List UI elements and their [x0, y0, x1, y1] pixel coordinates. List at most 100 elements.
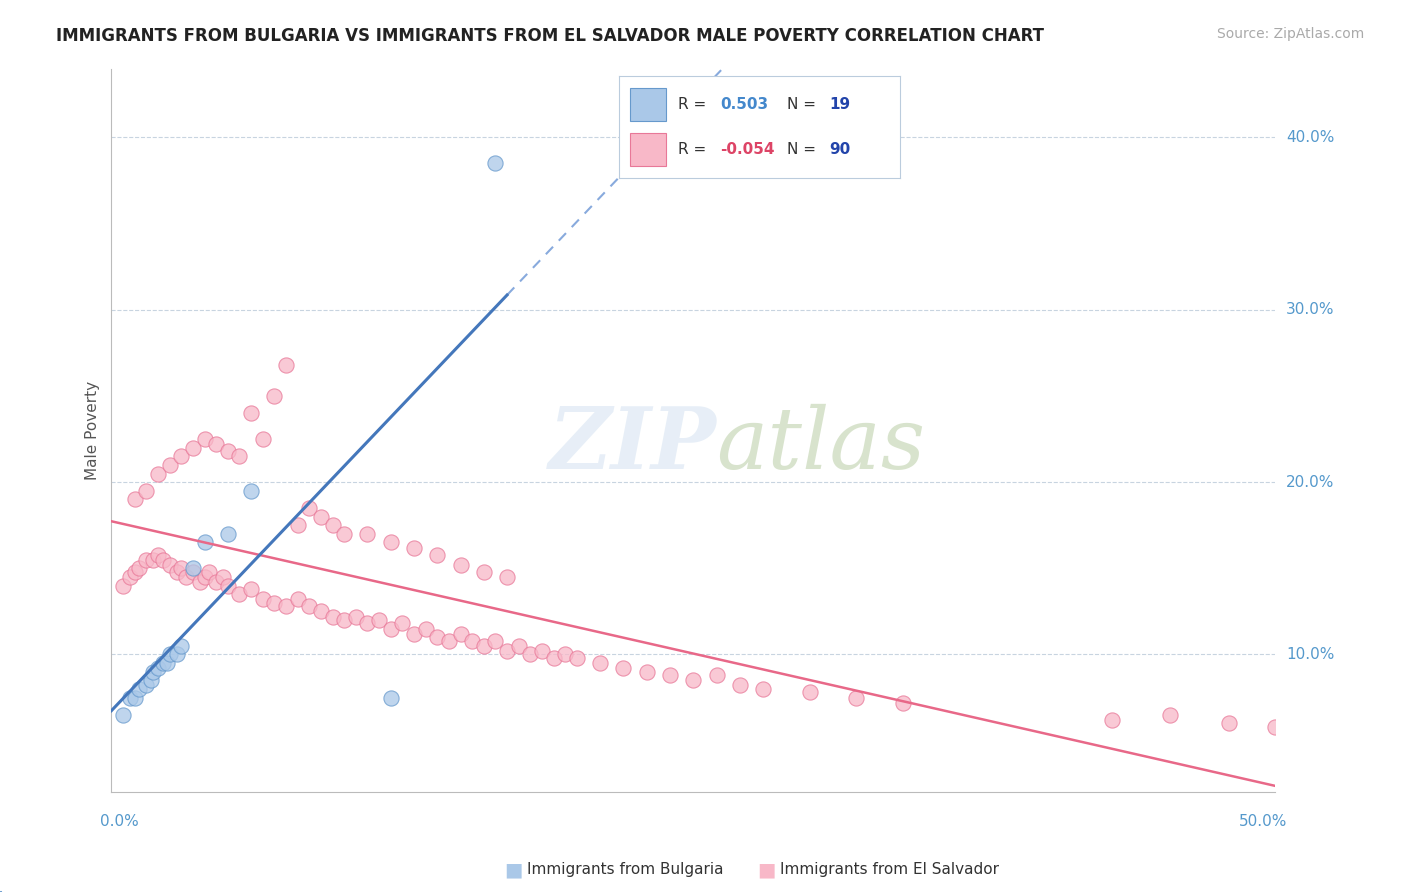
Text: ■: ■ — [503, 860, 523, 880]
Point — [415, 622, 437, 636]
Point — [356, 616, 378, 631]
Point — [152, 552, 174, 566]
Point — [496, 570, 519, 584]
Point — [368, 613, 391, 627]
Point — [472, 565, 495, 579]
Point — [426, 630, 449, 644]
Point — [159, 648, 181, 662]
Point — [309, 604, 332, 618]
Point — [484, 156, 506, 170]
Point — [508, 639, 530, 653]
Point — [166, 565, 188, 579]
Point — [188, 575, 211, 590]
Text: ■: ■ — [756, 860, 776, 880]
Point — [128, 561, 150, 575]
Point — [309, 509, 332, 524]
Point — [752, 681, 775, 696]
Point — [135, 552, 157, 566]
Point — [146, 661, 169, 675]
Point — [170, 561, 193, 575]
Text: 19: 19 — [830, 97, 851, 112]
Point — [139, 673, 162, 688]
Point — [484, 633, 506, 648]
Point — [450, 627, 472, 641]
Point — [112, 707, 135, 722]
Point — [530, 644, 553, 658]
Point — [240, 406, 263, 420]
Point — [112, 578, 135, 592]
Point — [263, 596, 285, 610]
Point — [205, 575, 228, 590]
Point — [135, 678, 157, 692]
Text: 20.0%: 20.0% — [1286, 475, 1334, 490]
Point — [198, 565, 221, 579]
Text: 90: 90 — [830, 142, 851, 157]
Point — [159, 458, 181, 472]
Point — [450, 558, 472, 572]
Point — [565, 651, 588, 665]
Text: Immigrants from El Salvador: Immigrants from El Salvador — [780, 863, 1000, 877]
Point — [118, 690, 141, 705]
Text: R =: R = — [678, 97, 711, 112]
Y-axis label: Male Poverty: Male Poverty — [86, 381, 100, 480]
Point — [124, 690, 146, 705]
Point — [728, 678, 751, 692]
Point — [612, 661, 634, 675]
Point — [636, 665, 658, 679]
FancyBboxPatch shape — [630, 133, 666, 166]
Point — [217, 444, 239, 458]
Text: atlas: atlas — [717, 403, 925, 486]
Point — [128, 681, 150, 696]
Text: 50.0%: 50.0% — [1239, 814, 1286, 829]
Point — [135, 483, 157, 498]
Text: 10.0%: 10.0% — [1286, 647, 1334, 662]
Point — [380, 622, 402, 636]
Point — [193, 432, 215, 446]
Point — [1264, 720, 1286, 734]
Point — [274, 358, 297, 372]
Point — [252, 592, 274, 607]
FancyBboxPatch shape — [630, 88, 666, 121]
Point — [240, 582, 263, 596]
Point — [170, 450, 193, 464]
Text: R =: R = — [678, 142, 711, 157]
Point — [193, 570, 215, 584]
Point — [333, 526, 356, 541]
Point — [322, 518, 344, 533]
Point — [124, 565, 146, 579]
Point — [142, 552, 165, 566]
Point — [333, 613, 356, 627]
Point — [426, 548, 449, 562]
Point — [402, 627, 425, 641]
Point — [298, 599, 321, 614]
Point — [146, 467, 169, 481]
Point — [380, 535, 402, 549]
Text: 40.0%: 40.0% — [1286, 130, 1334, 145]
Text: 0.503: 0.503 — [720, 97, 768, 112]
Point — [287, 518, 309, 533]
Point — [543, 651, 565, 665]
Point — [181, 441, 204, 455]
Point — [228, 450, 250, 464]
Point — [682, 673, 704, 688]
Point — [380, 690, 402, 705]
Point — [298, 500, 321, 515]
Point — [212, 570, 235, 584]
Point — [391, 616, 413, 631]
Point — [287, 592, 309, 607]
Point — [217, 578, 239, 592]
Point — [146, 548, 169, 562]
Point — [142, 665, 165, 679]
Point — [845, 690, 868, 705]
Text: 30.0%: 30.0% — [1286, 302, 1334, 318]
Point — [589, 656, 612, 670]
Point — [193, 535, 215, 549]
Point — [402, 541, 425, 555]
Text: ZIP: ZIP — [548, 403, 717, 487]
Point — [118, 570, 141, 584]
Text: N =: N = — [787, 97, 821, 112]
Text: N =: N = — [787, 142, 821, 157]
Point — [891, 696, 914, 710]
Point — [205, 437, 228, 451]
Point — [156, 656, 179, 670]
